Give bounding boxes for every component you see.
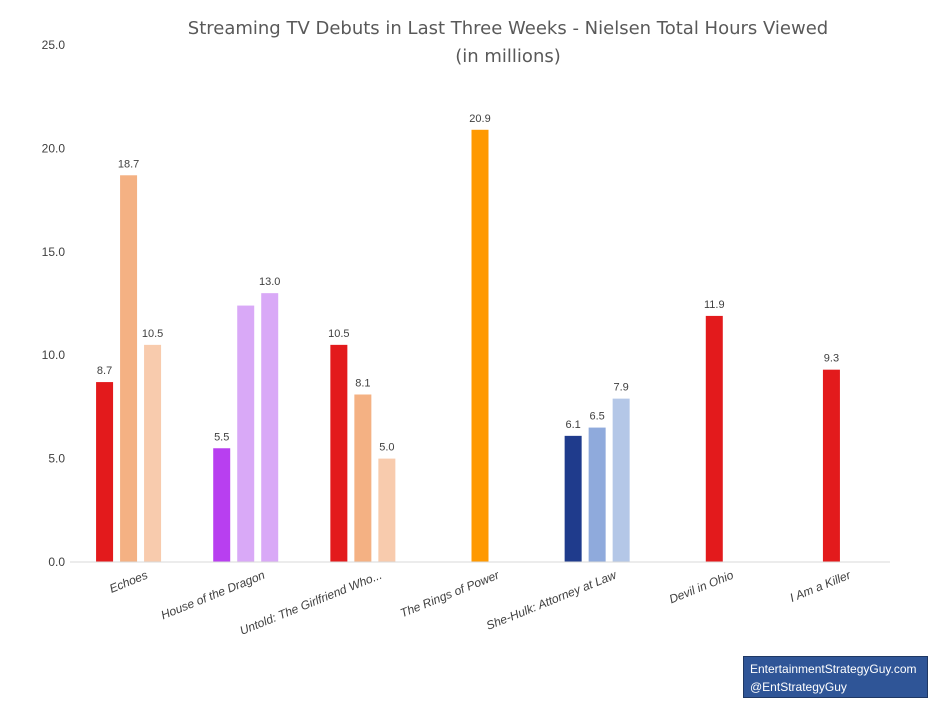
- bar: [471, 129, 489, 562]
- y-tick-label: 10.0: [42, 348, 66, 362]
- bar: [822, 369, 840, 562]
- data-label: 9.3: [824, 353, 839, 365]
- data-label: 7.9: [613, 382, 628, 394]
- chart-title: Streaming TV Debuts in Last Three Weeks …: [188, 18, 828, 39]
- bar: [237, 305, 255, 562]
- data-label: 13.0: [259, 276, 280, 288]
- bar: [588, 427, 606, 562]
- bar: [120, 175, 138, 562]
- credit-handle: @EntStrategyGuy: [750, 680, 847, 694]
- x-tick-label: I Am a Killer: [788, 567, 854, 604]
- data-label: 10.5: [328, 328, 349, 340]
- bar: [705, 315, 723, 562]
- y-tick-label: 20.0: [42, 141, 66, 155]
- x-tick-label: House of the Dragon: [159, 568, 267, 623]
- data-label: 8.1: [355, 377, 370, 389]
- bar: [378, 458, 396, 562]
- data-labels-group: 8.7 18.7 10.5 5.5 13.0 10.5 8.1 5.0 20.9 6.1 6.5 7.…: [97, 113, 839, 454]
- bars-group: [96, 129, 840, 562]
- bar: [213, 448, 231, 562]
- y-tick-label: 0.0: [48, 555, 65, 569]
- data-label: 11.9: [704, 299, 725, 311]
- data-label: 10.5: [142, 328, 163, 340]
- data-label: 5.5: [214, 431, 229, 443]
- x-tick-label: Echoes: [107, 568, 149, 596]
- data-label: 5.0: [379, 442, 394, 454]
- bar: [354, 394, 372, 562]
- data-label: 18.7: [118, 158, 139, 170]
- data-label: 8.7: [97, 365, 112, 377]
- x-tick-label: The Rings of Power: [398, 567, 502, 620]
- chart-subtitle: (in millions): [455, 46, 561, 67]
- bar: [612, 398, 630, 562]
- data-label: 6.1: [565, 419, 580, 431]
- bar: [564, 435, 582, 562]
- bar: [96, 382, 114, 562]
- y-tick-label: 5.0: [48, 452, 65, 466]
- data-label: 6.5: [589, 411, 604, 423]
- data-label: 20.9: [469, 113, 490, 125]
- x-tick-label: Devil in Ohio: [667, 568, 736, 607]
- y-tick-label: 25.0: [42, 38, 66, 52]
- x-tick-label: She-Hulk: Attorney at Law: [484, 567, 619, 633]
- bar: [144, 344, 162, 562]
- y-axis: 0.0 5.0 10.0 15.0 20.0 25.0: [42, 38, 66, 569]
- credit-website: EntertainmentStrategyGuy.com: [750, 662, 917, 676]
- credit-box: EntertainmentStrategyGuy.com @EntStrateg…: [743, 656, 928, 698]
- y-tick-label: 15.0: [42, 245, 66, 259]
- bar: [261, 293, 279, 562]
- bar: [330, 344, 348, 562]
